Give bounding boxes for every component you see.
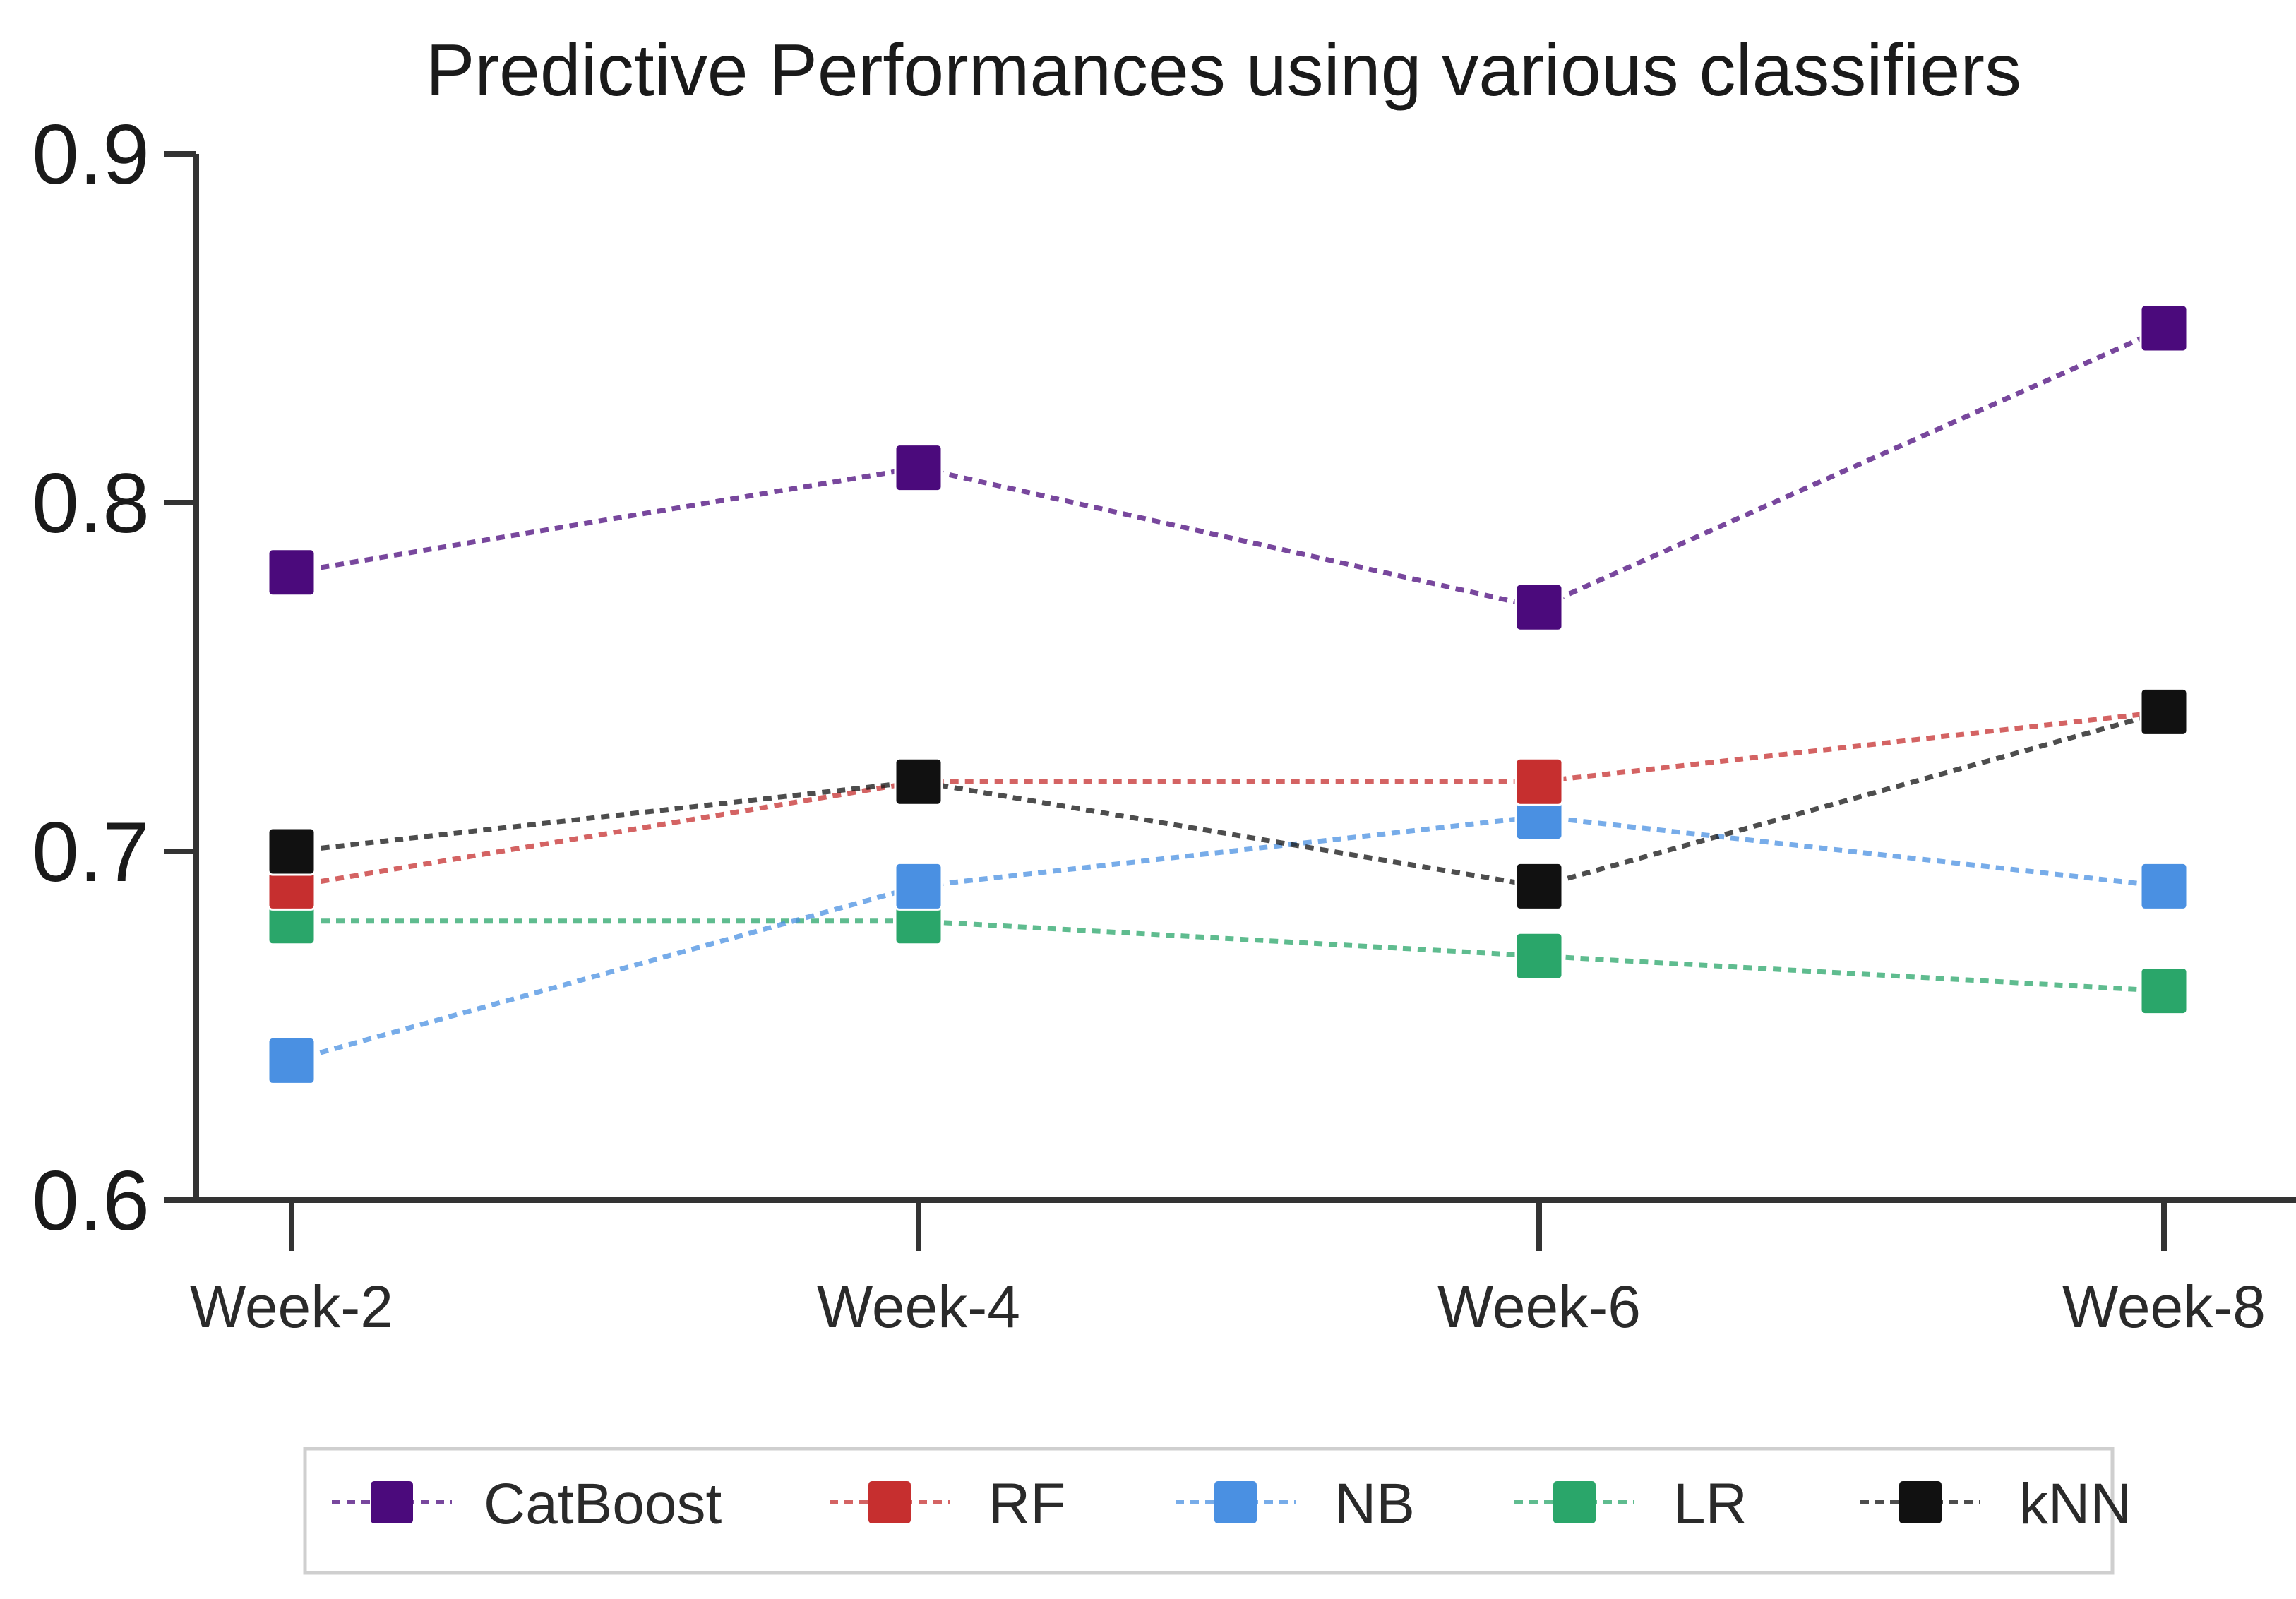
legend-item-nb: NB [1176,1472,1415,1536]
x-axis-ticks: Week-2 Week-4 Week-6 Week-8 [190,1200,2266,1340]
markers-catboost [267,304,2189,632]
legend-marker [1553,1481,1596,1523]
legend-item-catboost: CatBoost [332,1472,722,1536]
data-point-lr-week-8 [2139,966,2189,1016]
legend-marker [1214,1481,1257,1523]
legend-marker [371,1481,413,1523]
legend-item-lr: LR [1514,1472,1747,1536]
legend-label: NB [1334,1472,1415,1536]
axes [193,154,2296,1203]
series-group [267,304,2189,1085]
legend-item-knn: kNN [1860,1472,2131,1536]
markers-rf [267,687,2189,911]
y-tick-label: 0.6 [32,1154,150,1248]
data-point-catboost-week-6 [1514,582,1564,632]
x-tick-label: Week-8 [2062,1274,2266,1340]
data-point-knn-week-8 [2139,687,2189,736]
legend-item-rf: RF [830,1472,1065,1536]
series-line-nb [291,814,2165,1063]
series-line-knn [291,709,2165,889]
data-point-knn-week-2 [267,827,316,876]
series-line-catboost [291,325,2165,610]
series-lr [292,918,2165,994]
markers-knn [267,687,2189,911]
x-tick-label: Week-6 [1437,1274,1641,1340]
y-tick-label: 0.7 [32,805,150,899]
chart-title: Predictive Performances using various cl… [426,30,2021,112]
data-point-catboost-week-8 [2139,304,2189,353]
legend-frame [303,1447,2115,1575]
y-tick-label: 0.8 [32,456,150,551]
data-point-lr-week-6 [1514,931,1564,981]
legend-marker [868,1481,911,1523]
data-point-nb-week-4 [894,861,943,911]
data-point-nb-week-2 [267,1036,316,1085]
legend: CatBoost RF NB LR kNN [303,1447,2131,1575]
data-point-catboost-week-4 [894,443,943,493]
legend-marker [1899,1481,1942,1523]
series-rf [291,709,2165,889]
legend-label: kNN [2019,1472,2131,1536]
y-axis-ticks: 0.6 0.7 0.8 0.9 [32,107,196,1248]
series-line-rf [291,709,2165,889]
x-tick-label: Week-4 [817,1274,1020,1340]
y-tick-label: 0.9 [32,107,150,202]
series-line-lr [292,918,2165,994]
x-tick-label: Week-2 [190,1274,393,1340]
data-point-knn-week-6 [1514,861,1564,911]
series-knn [291,709,2165,889]
series-catboost [291,325,2165,610]
legend-label: RF [988,1472,1065,1536]
data-point-rf-week-6 [1514,757,1564,806]
legend-label: LR [1673,1472,1747,1536]
data-point-catboost-week-2 [267,548,316,597]
data-point-knn-week-4 [894,757,943,806]
markers-lr [267,897,2189,1016]
series-nb [291,814,2165,1063]
legend-label: CatBoost [484,1472,722,1536]
data-point-nb-week-8 [2139,861,2189,911]
